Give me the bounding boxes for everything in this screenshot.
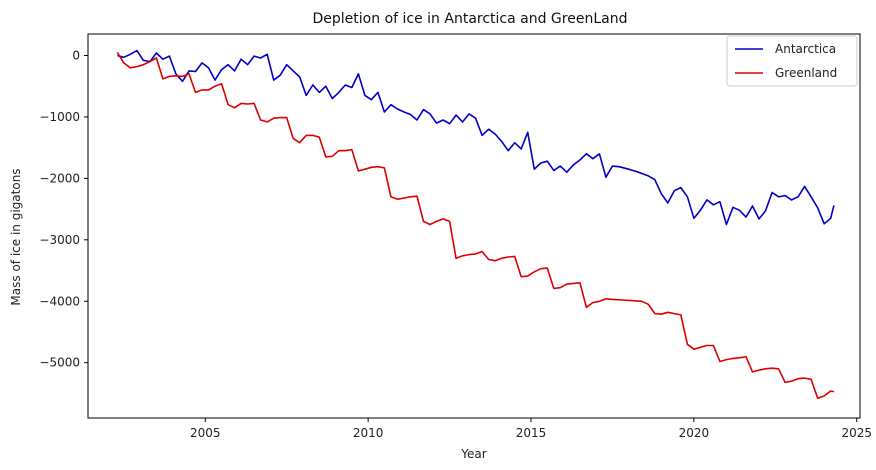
- y-tick-label: 0: [72, 49, 80, 63]
- legend-label-antarctica: Antarctica: [775, 42, 836, 56]
- series-layer: [116, 49, 835, 400]
- x-axis: 2005 2010 2015 2020 2025: [190, 418, 872, 440]
- plot-area: 2005 2010 2015 2020 2025 0 −1000 −2000 −3000 −40…: [39, 33, 872, 440]
- y-tick-label: −1000: [39, 110, 80, 124]
- x-tick-label: 2005: [190, 426, 221, 440]
- y-axis: 0 −1000 −2000 −3000 −4000 −5000: [39, 49, 88, 370]
- y-tick-label: −3000: [39, 233, 80, 247]
- y-tick-label: −4000: [39, 294, 80, 308]
- x-tick-label: 2010: [353, 426, 384, 440]
- y-tick-label: −5000: [39, 356, 80, 370]
- series-line-greenland: [116, 51, 835, 400]
- y-axis-title: Mass of ice in gigatons: [9, 168, 23, 305]
- legend: Antarctica Greenland: [726, 35, 858, 87]
- x-axis-title: Year: [460, 447, 486, 461]
- series-line-antarctica: [117, 49, 835, 226]
- legend-label-greenland: Greenland: [775, 66, 837, 80]
- plot-frame: [87, 33, 861, 419]
- y-tick-label: −2000: [39, 171, 80, 185]
- chart-title: Depletion of ice in Antarctica and Green…: [313, 11, 628, 27]
- x-tick-label: 2015: [516, 426, 547, 440]
- x-tick-label: 2025: [841, 426, 872, 440]
- x-tick-label: 2020: [679, 426, 710, 440]
